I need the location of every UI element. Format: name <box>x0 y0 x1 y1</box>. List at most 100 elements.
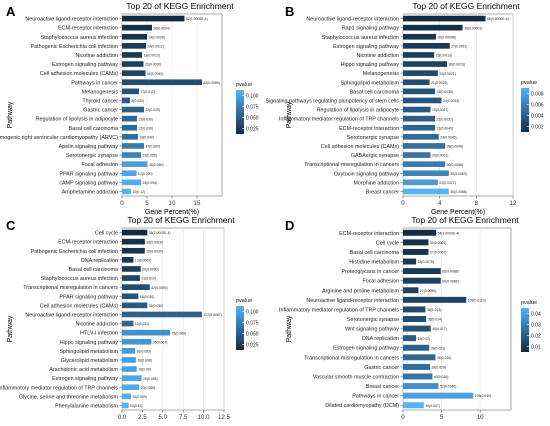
bar <box>122 97 130 104</box>
bar-label: 17(0.060) <box>146 145 161 149</box>
bar <box>403 316 427 322</box>
bar <box>122 366 137 372</box>
bar-label: 40(0.028) <box>434 375 449 379</box>
x-tick-label: 8 <box>475 200 479 207</box>
bar <box>122 43 146 49</box>
bar-label: 30(0.0063) <box>450 172 466 176</box>
colorbar-tick-label: 0.050 <box>246 115 259 121</box>
bar-label: 25(0.088) <box>143 377 158 381</box>
category-label: DNA replication <box>81 258 118 264</box>
bar-label: 20(0.0080) <box>142 268 158 272</box>
colorbar <box>236 306 244 350</box>
bar-label: 12(0.090) <box>138 172 153 176</box>
bar <box>122 61 144 67</box>
category-label: Basal cell carcinoma <box>69 126 118 132</box>
bar <box>122 115 137 122</box>
bar <box>122 284 150 290</box>
bar-label: 109(0.040) <box>475 394 491 398</box>
bar <box>122 338 152 345</box>
bar-label: 107(0.0067) <box>203 313 221 317</box>
pvalue-legend: pvalue 0.008 0.006 0.004 0.002 <box>521 80 544 132</box>
y-axis-label: Pathway <box>7 101 14 128</box>
category-label: Gastric cancer <box>364 365 399 371</box>
bar-label: 32(0.030) <box>149 304 164 308</box>
category-label: Nicotine addiction <box>356 53 399 59</box>
bar <box>122 229 148 236</box>
y-axis-label: Pathway <box>286 101 293 128</box>
bar <box>122 402 129 409</box>
bar-label: 15(0.030) <box>139 126 154 130</box>
bar <box>122 88 139 95</box>
bar <box>403 115 436 122</box>
panel-label: C <box>6 218 16 233</box>
category-label: Basal cell carcinoma <box>350 89 399 95</box>
category-label: Cell cycle <box>376 240 399 246</box>
x-tick-label: 0 <box>401 414 405 421</box>
x-tick-label: 10.0 <box>198 414 211 421</box>
category-label: Rap1 signaling pathway <box>342 26 400 32</box>
bar-label: 17(0.012) <box>141 90 156 94</box>
category-label: PPAR signaling pathway <box>59 294 118 300</box>
category-label: Regulation of lipolysis in adipocyte <box>36 117 118 123</box>
y-axis-label: Pathway <box>286 315 293 342</box>
bar-label: 19(0.02) <box>418 337 431 341</box>
colorbar-tick-label: 0.100 <box>246 309 259 315</box>
category-label: Melanogenesis <box>363 71 400 77</box>
chart-title: Top 20 of KEGG Enrichment <box>127 215 235 225</box>
category-label: Arginine and proline metabolism <box>322 288 400 294</box>
bar <box>122 275 140 281</box>
category-label: Neuroactive ligand-receptor interaction <box>306 17 399 23</box>
category-label: Focal adhesion <box>362 279 399 285</box>
bar-label: 19(0.065) <box>143 154 158 158</box>
bar-label: 39(0.023) <box>431 346 446 350</box>
category-label: Regulation of lipolysis in adipocyte <box>317 108 399 114</box>
bar <box>403 392 474 399</box>
legend-title: pvalue <box>521 80 537 86</box>
x-tick-label: 7.5 <box>179 414 188 421</box>
category-label: Pathways in cancer <box>71 80 118 86</box>
bar <box>403 43 450 49</box>
x-tick-label: 0 <box>401 200 405 207</box>
category-label: Morphine addiction <box>353 180 399 186</box>
category-label: Breast cancer <box>366 384 399 390</box>
bar-label: 8(0.020) <box>132 99 145 103</box>
legend-title: pvalue <box>521 300 537 306</box>
bar <box>403 106 431 113</box>
category-label: GABAergic synapse <box>351 153 399 159</box>
category-label: Oxytocin signaling pathway <box>334 171 400 177</box>
bar <box>403 248 429 255</box>
panel-label: A <box>6 4 16 19</box>
bar-label: 26(0.0004) <box>154 26 170 30</box>
bar <box>403 24 463 31</box>
bar <box>122 320 134 327</box>
category-label: Neuroactive ligand-receptor interaction <box>306 298 399 304</box>
bar-label: 10(0.11) <box>130 404 142 408</box>
bar-label: 22(0.0090) <box>420 289 436 293</box>
category-label: ECM-receptor interaction <box>339 126 399 132</box>
bar-label: 19(0.0051) <box>432 154 448 158</box>
bar <box>403 363 430 370</box>
category-label: Cell adhesion molecules (CAMs) <box>40 71 118 77</box>
bar <box>122 24 152 31</box>
bar-label: 38(0.013) <box>427 308 442 312</box>
category-label: Staphylococcus aureus infection <box>41 276 118 282</box>
bar <box>403 373 433 380</box>
bar <box>403 229 437 236</box>
colorbar <box>521 308 529 352</box>
bar <box>403 277 441 284</box>
bar <box>122 70 146 76</box>
category-label: Serotonergic synapse <box>347 317 399 323</box>
bar-label: 16(0.040) <box>140 135 155 139</box>
category-label: cAMP signaling pathway <box>59 180 118 186</box>
bar-label: 15(0.030) <box>139 117 154 121</box>
colorbar-tick-label: 0.004 <box>531 113 544 119</box>
chart-panel-b: B Top 20 of KEGG Enrichment 0 4 8 12 68(4.0000… <box>265 1 543 216</box>
bar <box>403 15 486 22</box>
category-label: Estrogen signaling pathway <box>333 44 399 50</box>
panel-label: B <box>285 4 294 19</box>
bar <box>403 287 419 294</box>
bar <box>122 152 141 158</box>
bar <box>403 188 449 195</box>
bar-label: 52(1.0000E-4) <box>186 17 208 21</box>
category-label: Estrogen signaling pathway <box>52 376 118 382</box>
